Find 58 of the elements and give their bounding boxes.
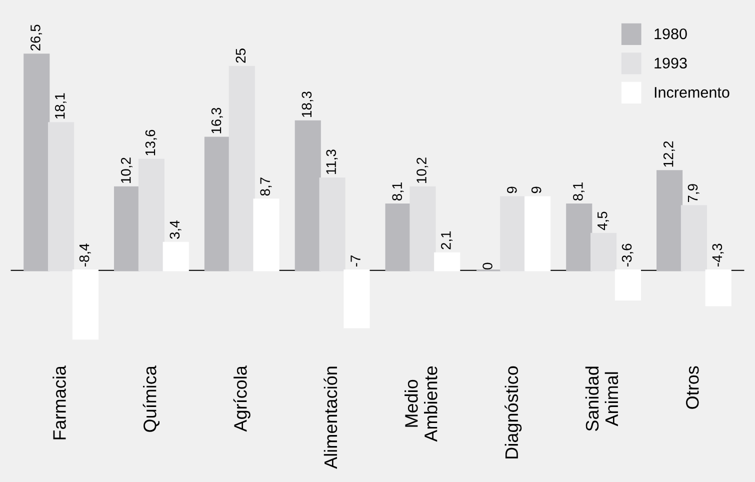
bar: [253, 198, 280, 272]
data-label: 8,7: [260, 178, 272, 196]
bar: [228, 66, 255, 272]
data-label: 25: [236, 48, 246, 63]
data-label: -7: [350, 255, 360, 267]
bar: [705, 270, 732, 306]
bar: [656, 170, 683, 272]
data-label: 3,4: [170, 220, 182, 239]
x-tick-label: Química: [142, 366, 160, 432]
legend-label: Incremento: [654, 87, 730, 98]
bar: [566, 204, 592, 272]
data-label: 12,2: [663, 141, 675, 167]
bar: [72, 270, 99, 340]
data-label: 18,1: [54, 93, 66, 119]
data-label: 2,1: [441, 231, 452, 250]
bar: [385, 204, 412, 272]
bar: [344, 270, 370, 328]
data-label: -4,3: [712, 244, 724, 267]
data-label: 7,9: [688, 184, 700, 202]
bar: [500, 196, 526, 272]
data-label: 4,5: [598, 212, 609, 230]
data-label: -8,4: [79, 244, 91, 267]
bar: [114, 186, 140, 272]
bar: [680, 205, 707, 272]
bar: [162, 242, 189, 272]
bar: [614, 270, 641, 301]
data-label: 8,1: [573, 182, 584, 201]
data-label: 8,1: [392, 182, 404, 201]
data-label: 11,3: [326, 150, 338, 174]
bar: [204, 136, 231, 272]
x-tick-label: Medio Ambiente: [404, 366, 438, 442]
data-label: -3,6: [622, 244, 634, 267]
x-tick-label: Farmacia: [52, 366, 66, 440]
bar: [294, 120, 321, 272]
data-label: 18,3: [302, 92, 314, 117]
x-tick-label: Diagnóstico: [504, 366, 522, 458]
bar: [410, 186, 436, 272]
bar: [319, 177, 346, 272]
legend-label: 1980: [654, 28, 687, 40]
data-label: 16,3: [211, 108, 223, 134]
data-label: 10,2: [120, 158, 132, 183]
data-label: 13,6: [145, 130, 157, 156]
x-tick-label: Otros: [686, 366, 699, 409]
data-label: 26,5: [30, 24, 42, 50]
bar: [590, 232, 617, 272]
x-tick-label: Sanidad Animal: [585, 366, 618, 431]
bar: [48, 122, 74, 272]
data-label: 0: [482, 262, 492, 270]
bar: [434, 252, 460, 272]
data-label: 9: [507, 186, 517, 194]
x-tick-label: Agrícola: [233, 366, 250, 432]
data-label: 9: [531, 186, 542, 194]
data-label: 10,2: [416, 158, 428, 183]
bar: [138, 158, 165, 272]
legend-label: 1993: [654, 58, 687, 69]
bar: [24, 54, 50, 272]
bar: [524, 196, 551, 272]
x-tick-label: Alimentación: [324, 366, 338, 469]
